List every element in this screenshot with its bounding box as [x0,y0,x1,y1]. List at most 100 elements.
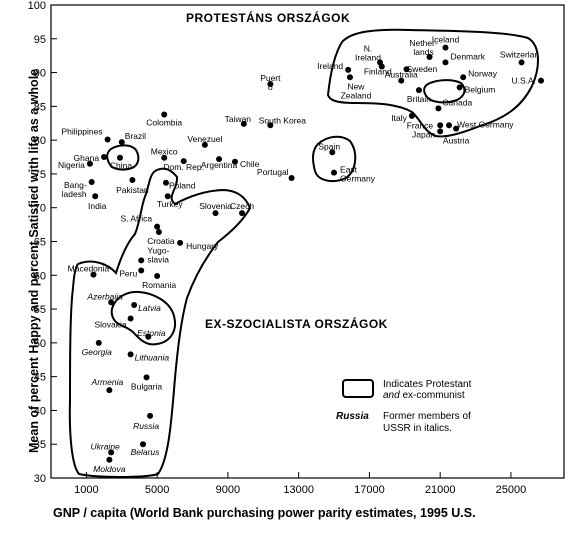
point-label: S. Africa [120,214,152,224]
point-label: Nigeria [58,160,85,170]
group-outlines [68,28,539,478]
data-point [127,315,134,322]
data-point [88,179,95,186]
data-point [378,63,385,70]
point-label: Brazil [125,131,146,141]
data-point [456,84,463,91]
data-point [161,154,168,161]
point-label: Ghana [74,153,100,163]
data-point [92,193,99,200]
legend-outline-text-2: and ex-communist [383,390,465,401]
point-label: Dom. Rep. [163,162,204,172]
data-point [442,44,449,51]
point-label: Ukraine [90,441,120,451]
data-point [147,412,154,419]
point-label: Chile [240,159,260,169]
point-label: Armenia [91,377,124,387]
point-label: Ireland [317,61,343,71]
data-point [201,141,208,148]
data-point [131,302,138,309]
point-label: Australia [385,70,418,80]
data-point [138,257,145,264]
data-point [143,374,150,381]
legend: Indicates Protestant and ex-communist Ru… [336,379,472,434]
point-label: N. Ireland [355,43,381,62]
ex-socialist-region-label: EX-SZOCIALISTA ORSZÁGOK [205,316,388,331]
point-label-line: Puert [260,73,281,83]
point-label: Turkey [157,199,183,209]
baltic-outline [110,290,176,346]
legend-italic-example: Russia [336,411,369,422]
point-label: Bulgaria [131,381,162,391]
data-point [538,77,545,84]
point-label: Taiwan [225,114,252,124]
point-label: Macedonia [68,264,110,274]
point-label: Georgia [82,347,113,357]
point-label: Spain [318,141,340,151]
data-point [90,271,97,278]
data-point [267,81,274,88]
data-point [118,139,125,146]
point-label: Estonia [137,328,166,338]
x-tick-label: 25000 [496,484,527,496]
data-point [177,239,184,246]
point-label: Italy [391,113,407,123]
point-label: Nether-lands [409,38,438,57]
y-tick-label: 80 [34,135,46,147]
data-point [139,441,146,448]
data-point [460,74,467,81]
data-point [288,174,295,181]
legend-italic-text-2: USSR in italics. [383,423,452,434]
data-point [437,128,444,135]
x-tick-label: 1000 [74,484,98,496]
data-point [106,456,113,463]
point-label-line: slavia [147,254,169,264]
belgium-outline [423,79,466,104]
point-label: Czech [230,201,254,211]
point-label: Canada [442,97,472,107]
data-point [101,154,108,161]
data-point [331,169,338,176]
point-label: Latvia [138,303,161,313]
point-label-line: Yugo- [147,245,169,255]
point-label: Mexico [151,147,178,157]
point-label: Philippines [61,126,102,136]
point-label: Russia [133,421,159,431]
point-label: Yugo-slavia [147,245,169,264]
data-point [216,156,223,163]
y-tick-label: 70 [34,203,46,215]
point-label: Pakistan [116,185,149,195]
data-point [239,210,246,217]
data-point [408,112,415,119]
data-point [435,105,442,112]
east-germany-outline [312,135,357,183]
point-label-line: o [268,82,273,92]
point-label: France [407,120,434,130]
data-point [437,122,444,129]
data-point [442,59,449,66]
y-tick-label: 35 [34,439,46,451]
data-point [346,74,353,81]
legend-ex-communist: ex-communist [400,390,465,401]
point-label: Puert o [260,73,281,92]
x-tick-label: 13000 [283,484,314,496]
point-label: Austria [443,136,470,146]
y-tick-label: 85 [34,101,46,113]
data-point [154,223,161,230]
point-label-line: East [340,165,358,175]
point-label: Peru [119,269,137,279]
y-tick-label: 50 [34,338,46,350]
data-point [127,351,134,358]
data-point [267,122,274,129]
protestant-region-outline [326,28,539,138]
data-point [403,66,410,73]
point-label: Iceland [432,35,460,45]
data-point [240,120,247,127]
data-point [329,149,336,156]
data-point [138,267,145,274]
data-point [180,158,187,165]
point-label-line: New [347,81,365,91]
